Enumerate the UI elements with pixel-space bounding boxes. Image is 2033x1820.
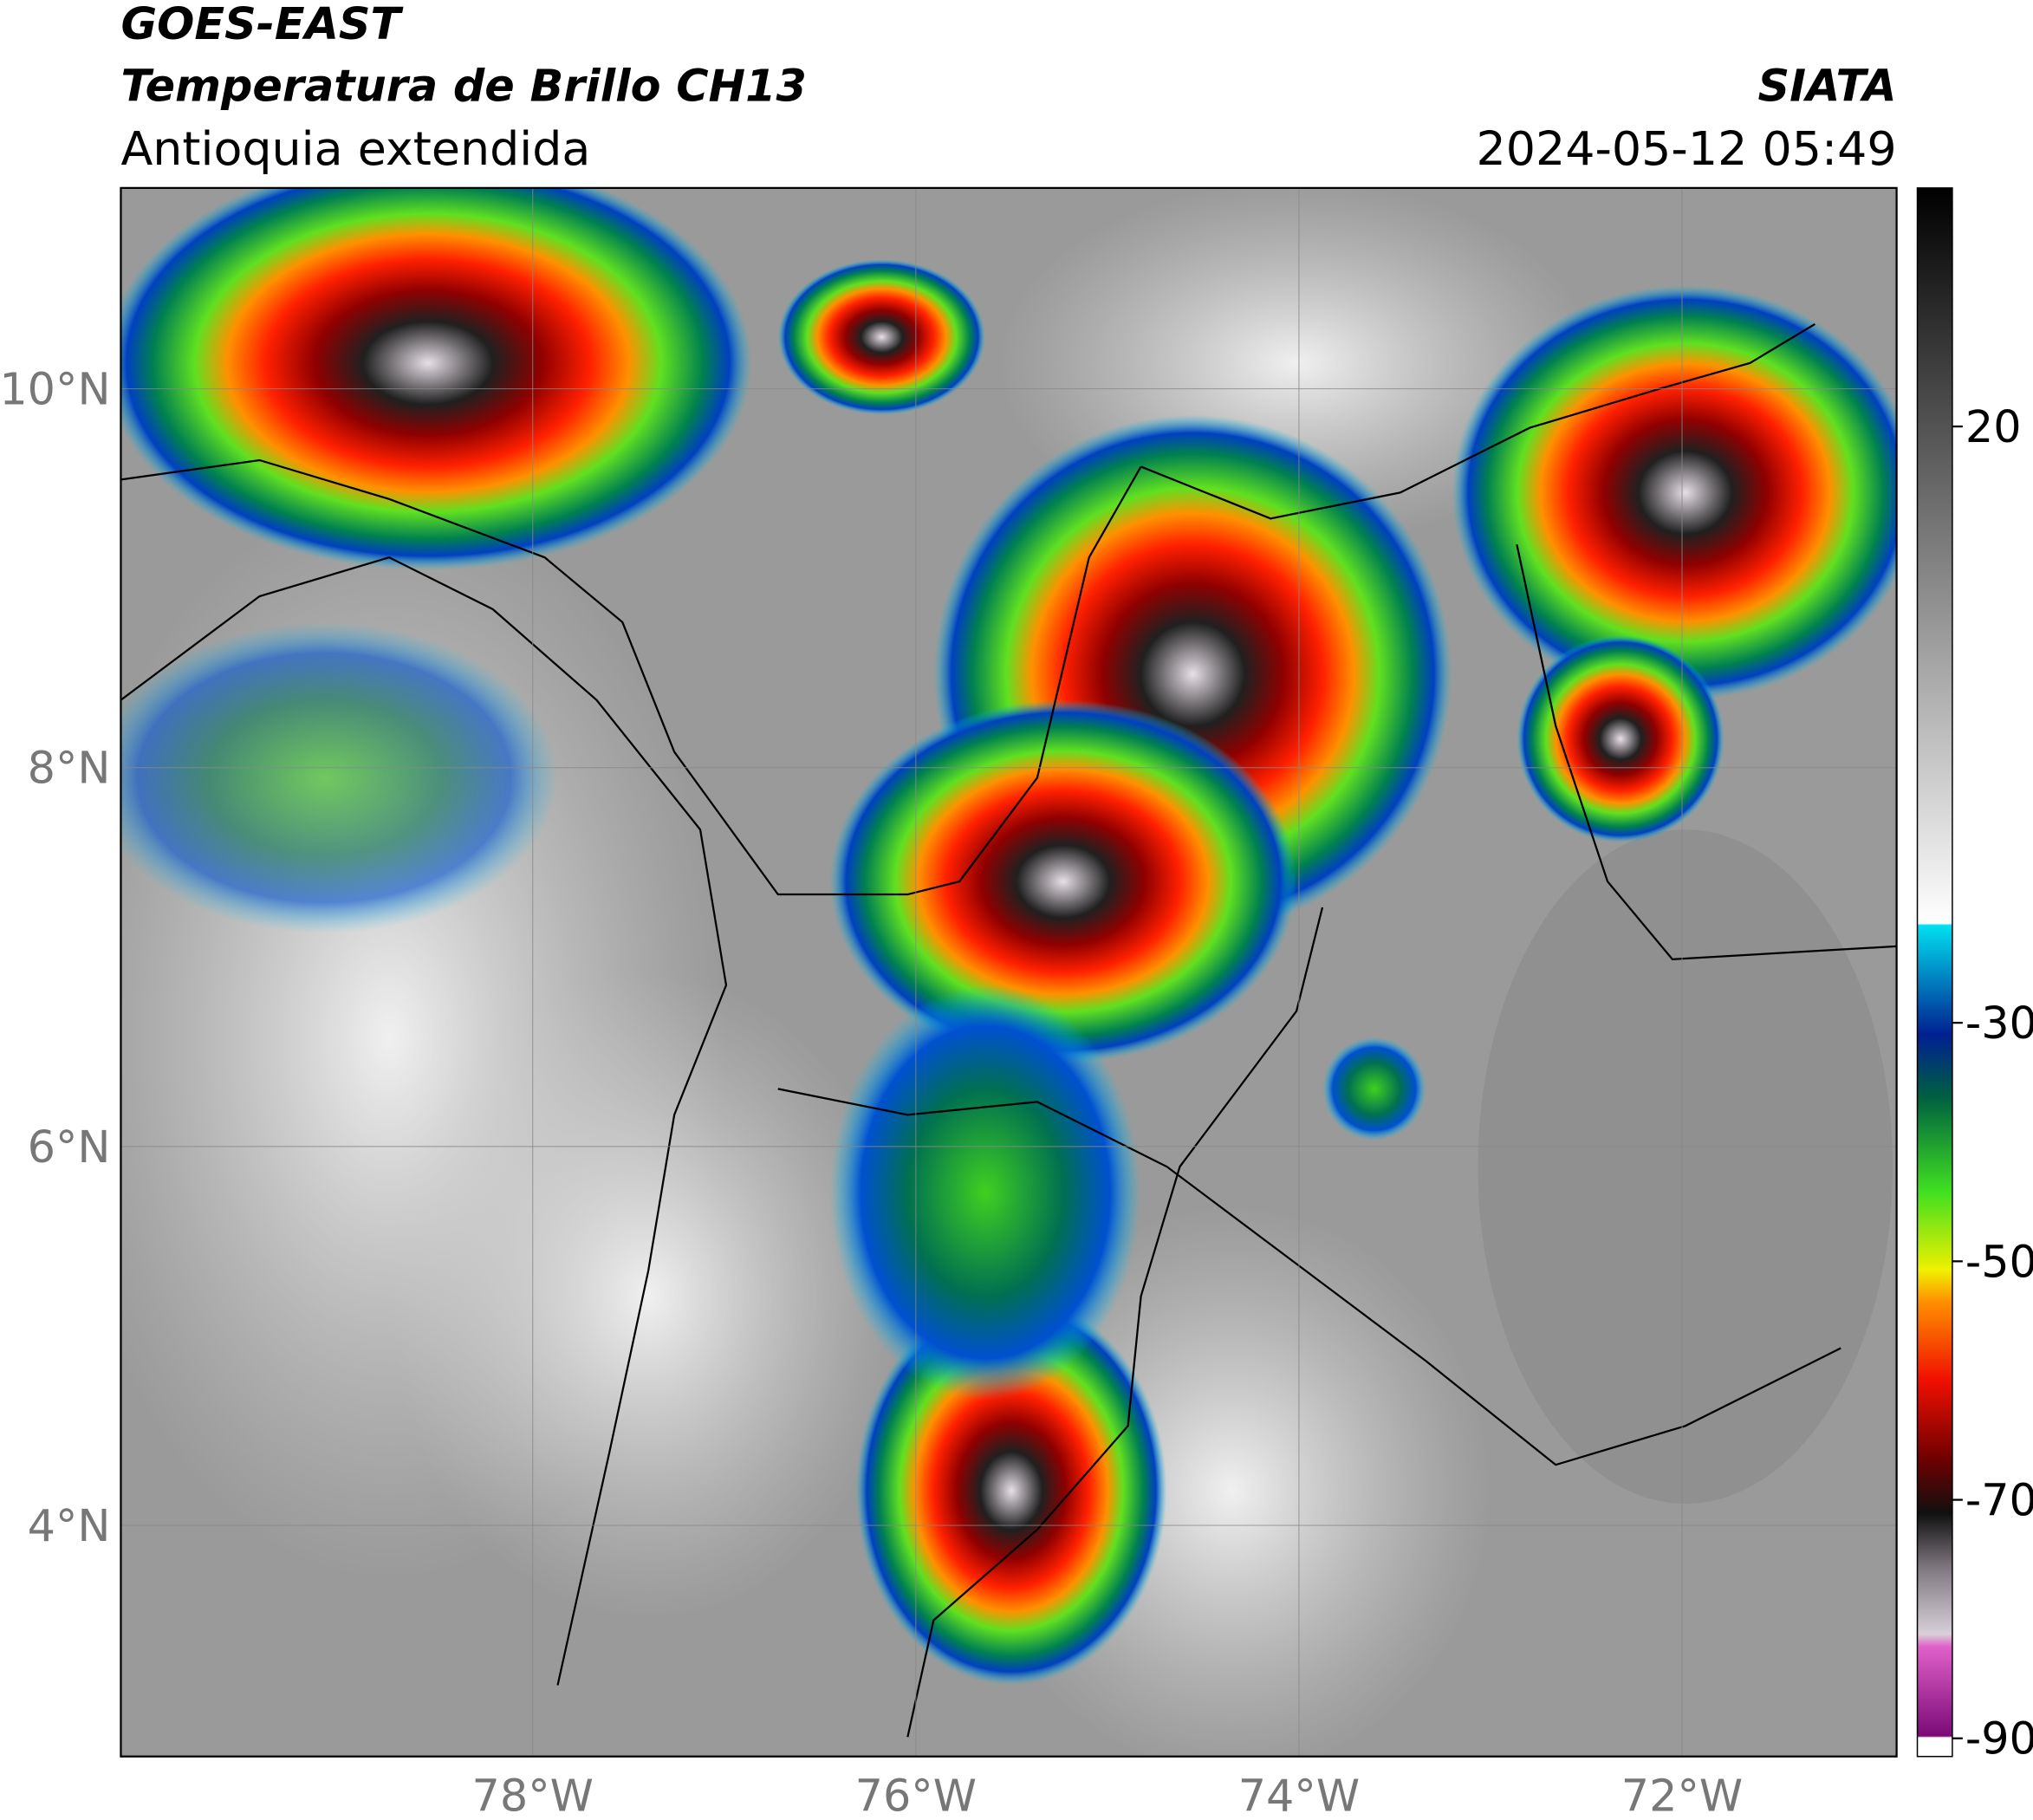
graticule [120, 187, 1897, 1757]
product: Temperatura de Brillo CH13 [120, 61, 806, 112]
x-tick-label: 78°W [472, 1771, 594, 1820]
satellite-image [120, 187, 1897, 1757]
satellite: GOES-EAST [120, 0, 404, 49]
x-tick-label: 74°W [1238, 1771, 1360, 1820]
colorbar-tick-label: -90 [1965, 1713, 2033, 1765]
y-tick-label: 6°N [28, 1121, 111, 1173]
y-tick-label: 4°N [28, 1500, 111, 1551]
colorbar-tick-label: -30 [1965, 998, 2033, 1049]
datetime: 2024-05-12 05:49 [1477, 121, 1897, 176]
colorbar-ticks [1952, 425, 1963, 1739]
colorbar-tick-label: -70 [1965, 1475, 2033, 1526]
y-tick-label: 8°N [28, 743, 111, 794]
y-tick-label: 10°N [0, 364, 110, 415]
colorbar [1916, 187, 1953, 1758]
map-frame [120, 186, 1898, 1758]
x-tick-label: 76°W [855, 1771, 977, 1820]
agency: SIATA [1757, 61, 1896, 112]
colorbar-tick-label: -50 [1965, 1236, 2033, 1287]
region: Antioquia extendida [120, 121, 590, 176]
x-tick-label: 72°W [1621, 1771, 1743, 1820]
colorbar-tick-label: 20 [1965, 401, 2022, 452]
